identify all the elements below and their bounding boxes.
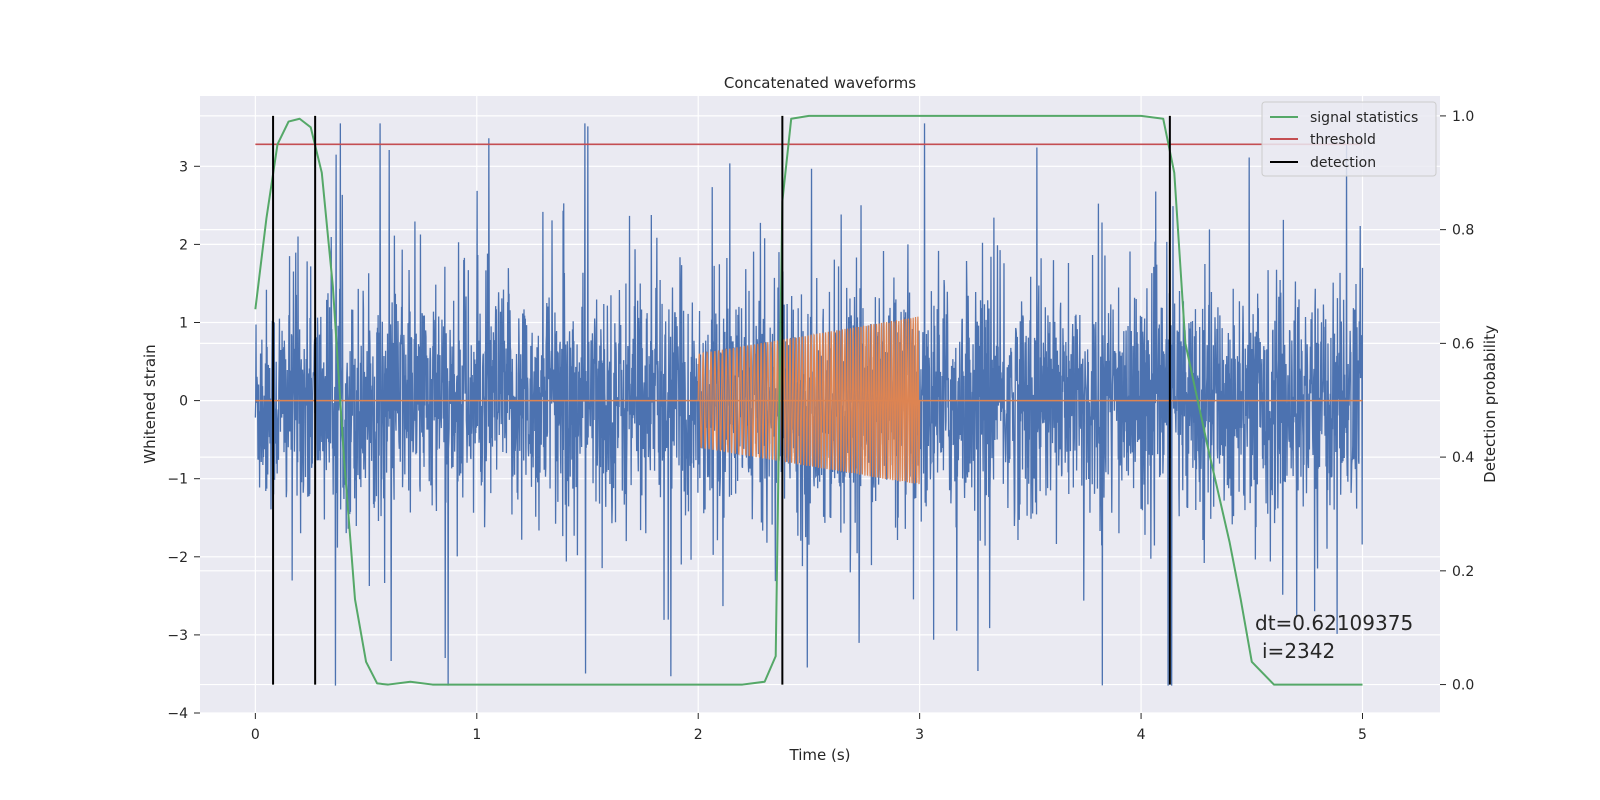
legend-label-threshold: threshold bbox=[1310, 132, 1376, 148]
x-tick-label-3: 3 bbox=[915, 727, 924, 743]
legend-label-detection: detection bbox=[1310, 155, 1376, 171]
chart-title: Concatenated waveforms bbox=[724, 74, 916, 92]
x-axis-label: Time (s) bbox=[789, 746, 851, 764]
noise-line bbox=[254, 123, 1364, 686]
legend-box bbox=[1261, 101, 1437, 177]
injected-line bbox=[697, 316, 921, 485]
left-tick-label-4: 0 bbox=[179, 394, 188, 410]
x-axis-ticks: 0 1 2 3 4 5 bbox=[251, 713, 1367, 743]
x-tick-label-4: 4 bbox=[1137, 727, 1146, 743]
left-tick-label-1: −3 bbox=[167, 628, 188, 644]
annotation-i: i=2342 bbox=[1262, 639, 1335, 663]
x-tick-label-5: 5 bbox=[1358, 727, 1367, 743]
left-tick-label-2: −2 bbox=[167, 550, 188, 566]
y-axis-label: Whitened strain bbox=[141, 344, 159, 463]
left-tick-label-0: −4 bbox=[167, 706, 188, 722]
detection-series bbox=[272, 115, 1171, 685]
left-tick-label-5: 1 bbox=[179, 315, 188, 331]
y-axis-label-right: Detection probability bbox=[1481, 325, 1499, 483]
right-tick-label-2: 0.4 bbox=[1452, 450, 1474, 466]
right-tick-label-4: 0.8 bbox=[1452, 223, 1474, 239]
left-tick-label-7: 3 bbox=[179, 159, 188, 175]
right-axis-ticks: 0.0 0.2 0.4 0.6 0.8 1.0 bbox=[1440, 109, 1474, 694]
annotation-dt: dt=0.62109375 bbox=[1255, 611, 1413, 635]
x-tick-label-0: 0 bbox=[251, 727, 260, 743]
x-tick-label-1: 1 bbox=[472, 727, 481, 743]
signal-statistics-line bbox=[254, 114, 1363, 686]
x-tick-label-2: 2 bbox=[694, 727, 703, 743]
right-tick-label-1: 0.2 bbox=[1452, 564, 1474, 580]
left-tick-label-3: −1 bbox=[167, 472, 188, 488]
injected-series bbox=[255, 316, 1363, 485]
left-tick-label-6: 2 bbox=[179, 237, 188, 253]
right-tick-label-3: 0.6 bbox=[1452, 336, 1474, 352]
signal-statistics-series bbox=[254, 114, 1363, 686]
legend-label-signal-statistics: signal statistics bbox=[1310, 110, 1418, 126]
left-axis-ticks: −4 −3 −2 −1 0 1 2 3 bbox=[167, 159, 200, 722]
right-tick-label-0: 0.0 bbox=[1452, 678, 1474, 694]
right-tick-label-5: 1.0 bbox=[1452, 109, 1474, 125]
legend: signal statistics threshold detection bbox=[1261, 101, 1437, 177]
noise-series bbox=[254, 123, 1364, 686]
